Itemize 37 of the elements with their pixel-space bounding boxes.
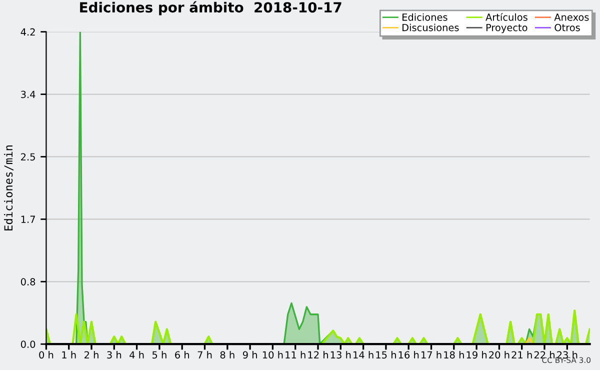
y-tick-label: 2.5 xyxy=(21,153,35,161)
x-tick-label: 1 h xyxy=(62,351,76,358)
legend-label: Artículos xyxy=(486,12,528,21)
x-tick-label: 20 h xyxy=(489,351,510,359)
legend-label: Proyecto xyxy=(486,24,528,34)
y-tick-label: 1.7 xyxy=(21,216,35,223)
x-tick-label: 6 h xyxy=(175,351,189,359)
y-tick-label: 0.0 xyxy=(20,340,36,348)
x-tick-label: 10 h xyxy=(262,351,283,359)
x-tick-label: 2 h xyxy=(84,351,98,358)
legend-label: Anexos xyxy=(554,14,589,21)
x-tick-label: 15 h xyxy=(376,351,396,359)
x-tick-label: 7 h xyxy=(198,351,212,358)
x-tick-label: 19 h xyxy=(466,351,487,359)
legend-label: Otros xyxy=(554,24,580,32)
x-tick-label: 18 h xyxy=(444,351,464,359)
x-tick-label: 22 h xyxy=(534,351,554,358)
x-tick-label: 14 h xyxy=(354,351,374,358)
y-tick-label: 4.2 xyxy=(20,28,35,36)
x-tick-label: 4 h xyxy=(130,351,144,358)
legend-label: Ediciones xyxy=(402,13,448,21)
y-tick-label: 0.8 xyxy=(20,278,36,286)
x-tick-label: 12 h xyxy=(308,351,328,358)
x-tick-label: 0 h xyxy=(39,351,54,359)
x-tick-label: 9 h xyxy=(242,351,257,359)
x-tick-label: 8 h xyxy=(220,351,234,359)
x-tick-label: 11 h xyxy=(286,351,306,358)
legend-label: Discusiones xyxy=(402,24,459,32)
chart-title: Ediciones por ámbito 2018-10-17 xyxy=(80,1,342,16)
x-tick-label: 13 h xyxy=(330,351,351,359)
x-tick-label: 17 h xyxy=(422,351,442,358)
x-tick-label: 3 h xyxy=(107,351,122,359)
x-tick-label: 21 h xyxy=(512,351,532,358)
y-tick-label: 3.4 xyxy=(21,90,36,98)
x-tick-label: 5 h xyxy=(152,351,166,359)
y-axis-title: Ediciones/min xyxy=(4,145,14,230)
x-tick-label: 16 h xyxy=(398,351,419,359)
